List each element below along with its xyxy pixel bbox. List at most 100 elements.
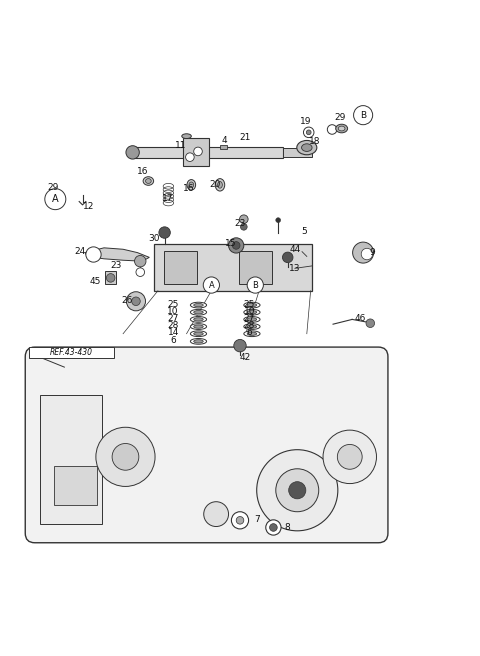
Circle shape <box>86 247 101 262</box>
Circle shape <box>112 443 139 470</box>
Circle shape <box>282 252 293 262</box>
Text: 16: 16 <box>183 184 194 193</box>
Ellipse shape <box>145 178 151 184</box>
Ellipse shape <box>301 144 312 152</box>
Circle shape <box>234 339 246 352</box>
Ellipse shape <box>336 124 348 133</box>
Bar <box>54 466 97 504</box>
Circle shape <box>236 516 244 524</box>
Ellipse shape <box>194 340 203 343</box>
Ellipse shape <box>143 176 154 185</box>
Circle shape <box>232 241 240 249</box>
Circle shape <box>132 297 140 306</box>
Ellipse shape <box>244 302 260 308</box>
Circle shape <box>354 106 372 125</box>
Ellipse shape <box>191 338 206 344</box>
Text: 17: 17 <box>162 194 173 203</box>
Circle shape <box>228 238 244 253</box>
Text: 10: 10 <box>244 307 255 316</box>
Ellipse shape <box>194 332 203 335</box>
Ellipse shape <box>191 317 206 322</box>
Bar <box>154 244 312 291</box>
Text: 25: 25 <box>168 300 179 308</box>
Circle shape <box>159 227 170 238</box>
Bar <box>183 138 209 166</box>
Ellipse shape <box>189 182 194 188</box>
Circle shape <box>45 189 66 210</box>
Ellipse shape <box>191 310 206 315</box>
Text: 46: 46 <box>355 314 366 323</box>
Ellipse shape <box>191 331 206 337</box>
Text: 27: 27 <box>244 314 255 323</box>
Text: 19: 19 <box>300 117 311 126</box>
Ellipse shape <box>194 318 203 321</box>
Text: 6: 6 <box>170 336 176 345</box>
Circle shape <box>126 146 139 159</box>
Circle shape <box>361 249 372 260</box>
Text: 7: 7 <box>254 516 260 524</box>
Circle shape <box>240 215 248 224</box>
Text: 20: 20 <box>209 180 221 190</box>
Text: 23: 23 <box>110 260 121 270</box>
Text: 6: 6 <box>247 328 252 337</box>
Ellipse shape <box>191 323 206 329</box>
Text: 29: 29 <box>47 183 59 192</box>
Text: 9: 9 <box>370 248 375 257</box>
Circle shape <box>247 277 264 293</box>
Ellipse shape <box>187 180 196 190</box>
Ellipse shape <box>247 304 257 307</box>
Circle shape <box>136 268 144 276</box>
Text: 15: 15 <box>225 239 236 247</box>
Circle shape <box>323 430 376 483</box>
Circle shape <box>204 502 228 527</box>
Text: 30: 30 <box>148 234 160 243</box>
Text: 8: 8 <box>285 523 290 532</box>
Bar <box>220 145 227 148</box>
Ellipse shape <box>194 325 203 328</box>
Circle shape <box>366 319 374 327</box>
Text: 21: 21 <box>239 133 251 142</box>
Text: A: A <box>52 194 59 204</box>
Circle shape <box>203 277 219 293</box>
Circle shape <box>327 125 337 134</box>
Bar <box>130 147 283 158</box>
Circle shape <box>231 512 249 529</box>
Ellipse shape <box>244 317 260 322</box>
Circle shape <box>257 450 338 531</box>
Ellipse shape <box>217 182 222 188</box>
Ellipse shape <box>244 331 260 337</box>
Bar <box>39 395 102 523</box>
Text: REF.43-430: REF.43-430 <box>50 348 93 357</box>
Text: 18: 18 <box>309 137 321 146</box>
Polygon shape <box>85 248 149 261</box>
Circle shape <box>270 523 277 531</box>
Circle shape <box>276 218 281 222</box>
Text: 45: 45 <box>90 277 101 286</box>
Circle shape <box>303 127 314 138</box>
Text: B: B <box>252 281 258 289</box>
Ellipse shape <box>247 310 257 314</box>
Ellipse shape <box>297 140 317 155</box>
FancyBboxPatch shape <box>25 347 388 543</box>
Ellipse shape <box>247 325 257 328</box>
Text: 26: 26 <box>121 296 132 305</box>
Text: 24: 24 <box>74 247 86 256</box>
Text: 28: 28 <box>244 321 255 330</box>
Circle shape <box>240 224 247 230</box>
Circle shape <box>96 427 155 487</box>
Ellipse shape <box>244 323 260 329</box>
Text: 16: 16 <box>137 167 149 176</box>
Circle shape <box>186 153 194 161</box>
Text: 27: 27 <box>168 314 179 323</box>
Text: 23: 23 <box>234 218 246 228</box>
Bar <box>29 346 114 358</box>
Ellipse shape <box>182 134 192 138</box>
Text: 5: 5 <box>301 227 307 236</box>
Circle shape <box>126 292 145 311</box>
Ellipse shape <box>244 310 260 315</box>
Text: 42: 42 <box>239 353 251 362</box>
Text: 11: 11 <box>175 141 186 150</box>
Text: 14: 14 <box>168 328 179 337</box>
Text: A: A <box>208 281 214 289</box>
Ellipse shape <box>194 310 203 314</box>
